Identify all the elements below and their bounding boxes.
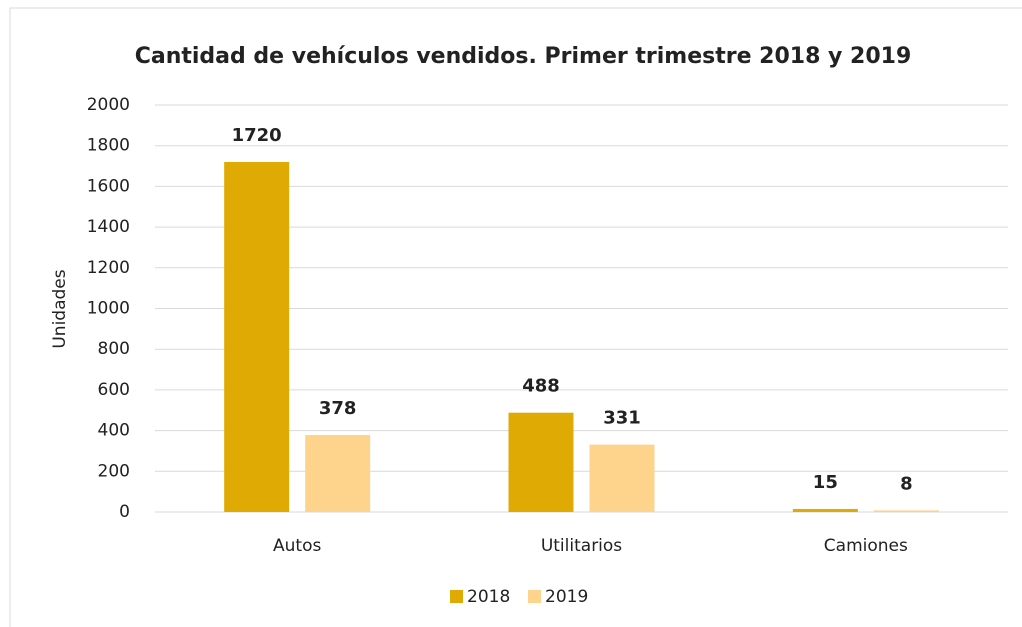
x-tick-label: Utilitarios (541, 536, 622, 556)
x-tick-label: Camiones (824, 536, 908, 556)
y-tick-label: 2000 (87, 95, 130, 115)
bar (792, 508, 858, 512)
y-tick-label: 1200 (87, 258, 130, 278)
bar (873, 510, 939, 512)
y-tick-label: 800 (98, 339, 130, 359)
data-label: 331 (603, 408, 641, 429)
y-tick-label: 600 (98, 380, 130, 400)
data-label: 488 (522, 376, 560, 397)
bar (508, 412, 574, 512)
data-label: 8 (900, 473, 913, 494)
data-label: 15 (813, 472, 838, 493)
data-label: 1720 (232, 125, 282, 146)
y-tick-label: 0 (119, 502, 130, 522)
y-axis-label: Unidades (50, 269, 70, 348)
bar (224, 161, 290, 513)
legend-swatch (528, 590, 541, 603)
bar (305, 435, 371, 512)
legend-swatch (450, 590, 463, 603)
y-tick-label: 1000 (87, 299, 130, 319)
chart-border (9, 7, 1022, 627)
y-tick-label: 1400 (87, 217, 130, 237)
y-tick-label: 1800 (87, 136, 130, 156)
legend-label: 2019 (545, 587, 588, 607)
y-tick-label: 1600 (87, 176, 130, 196)
y-tick-label: 200 (98, 461, 130, 481)
y-tick-label: 400 (98, 421, 130, 441)
bar (589, 444, 655, 512)
x-tick-label: Autos (273, 536, 321, 556)
legend-label: 2018 (467, 587, 510, 607)
chart-title: Cantidad de vehículos vendidos. Primer t… (135, 44, 912, 69)
data-label: 378 (319, 398, 357, 419)
